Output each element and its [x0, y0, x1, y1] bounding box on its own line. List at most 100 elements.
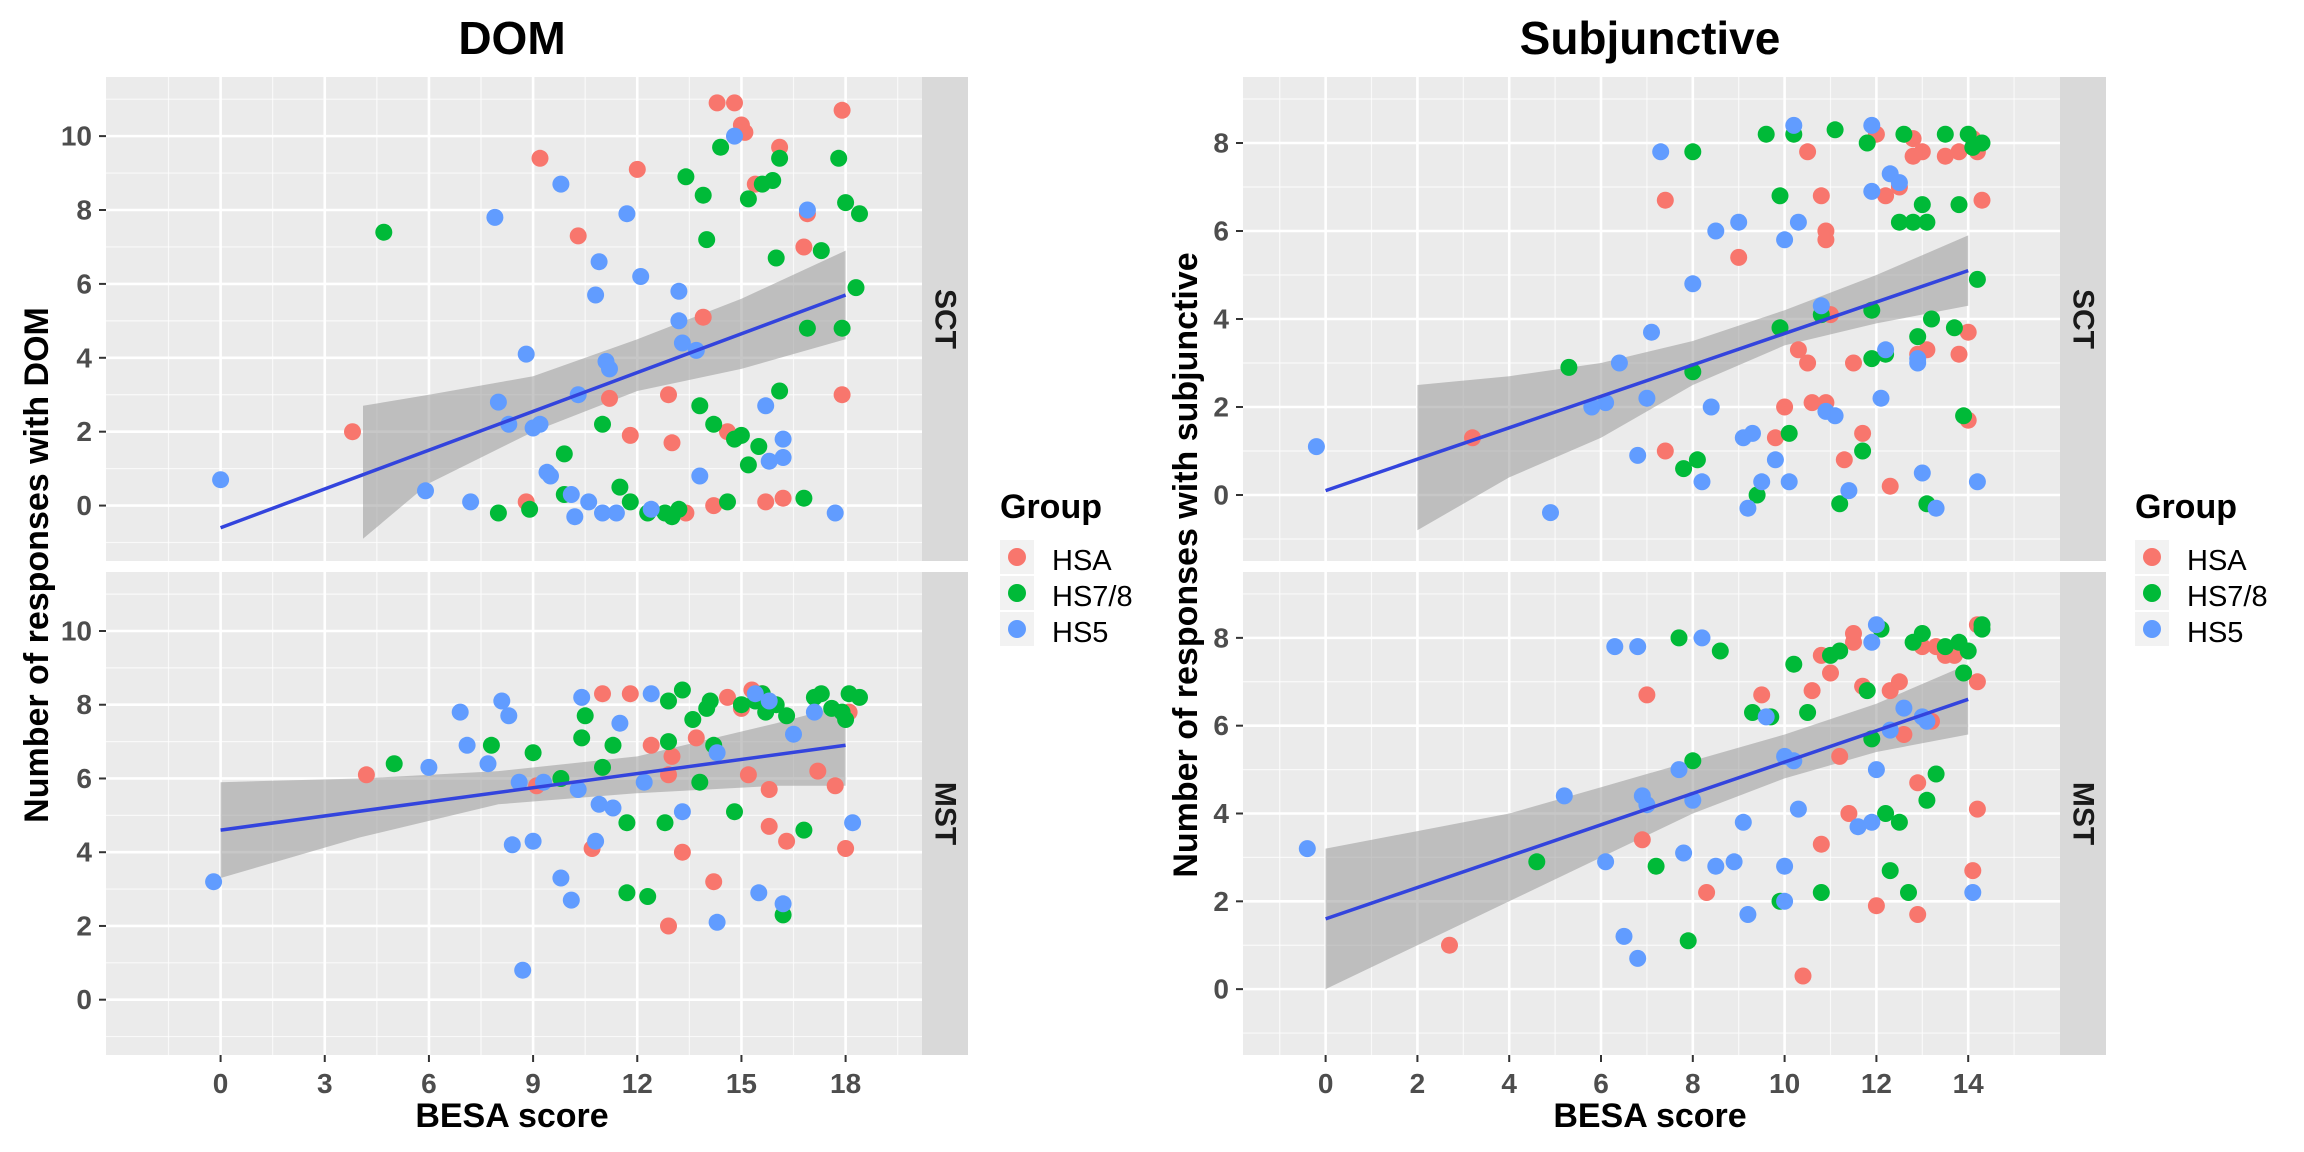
data-point: [1757, 708, 1775, 726]
legend-marker-hsa: [1008, 548, 1026, 566]
data-point: [1780, 424, 1798, 442]
facet-strip: [922, 77, 968, 561]
facet-strip-label: MST: [929, 782, 962, 845]
data-point: [1927, 499, 1945, 517]
data-point: [708, 744, 726, 762]
data-point: [1936, 125, 1954, 143]
data-point: [1776, 398, 1794, 416]
y-tick-label: 8: [76, 195, 92, 226]
data-point: [521, 500, 539, 518]
y-tick-label: 2: [1213, 886, 1229, 917]
data-point: [656, 814, 674, 832]
data-point: [771, 382, 789, 400]
y-tick-label: 6: [1213, 216, 1229, 247]
data-point: [812, 685, 830, 703]
y-tick-label: 4: [1213, 304, 1229, 335]
data-point: [1923, 310, 1940, 328]
data-point: [1918, 791, 1936, 809]
y-tick-label: 2: [1213, 392, 1229, 423]
data-point: [1890, 174, 1908, 192]
data-point: [1298, 840, 1316, 858]
data-point: [503, 836, 521, 854]
data-point: [621, 493, 639, 511]
x-axis-label-subjunctive: BESA score: [1553, 1097, 1746, 1135]
data-point: [524, 419, 542, 437]
data-point: [1959, 642, 1977, 660]
y-tick-label: 6: [76, 268, 92, 299]
chart-title-subjunctive: Subjunctive: [1520, 12, 1781, 64]
data-point: [757, 397, 775, 415]
data-point: [458, 736, 476, 754]
data-point: [670, 500, 688, 518]
data-point: [1863, 182, 1881, 200]
data-point: [708, 913, 726, 931]
data-point: [673, 334, 691, 352]
y-tick-label: 2: [76, 910, 92, 941]
data-point: [844, 814, 862, 832]
data-point: [451, 703, 469, 721]
data-point: [1881, 477, 1899, 495]
facet-sct-0: SCT 0 2 4 6 8 10: [61, 77, 968, 561]
data-point: [618, 205, 636, 223]
legend-label-hs5: HS5: [2187, 617, 2243, 649]
data-point: [1615, 927, 1633, 945]
data-point: [1895, 125, 1913, 143]
data-point: [590, 795, 608, 813]
data-point: [1904, 213, 1922, 231]
data-point: [1812, 187, 1830, 205]
data-point: [812, 242, 830, 260]
data-point: [1606, 638, 1624, 656]
facet-sct-1: SCT 0 2 4 6 8: [1213, 77, 2106, 561]
data-point: [1656, 442, 1674, 460]
data-point: [663, 747, 681, 765]
data-point: [746, 685, 764, 703]
data-point: [594, 504, 611, 522]
facet-strip-label: MST: [2067, 782, 2100, 845]
x-tick-label: 6: [1593, 1068, 1609, 1099]
data-point: [1913, 196, 1931, 214]
data-point: [524, 832, 542, 850]
data-point: [375, 223, 393, 241]
data-point: [555, 445, 573, 463]
data-point: [1675, 844, 1693, 862]
data-point: [1927, 765, 1945, 783]
data-point: [1730, 213, 1748, 231]
data-point: [594, 415, 611, 433]
x-tick-label: 2: [1410, 1068, 1426, 1099]
data-point: [774, 449, 792, 466]
data-point: [510, 773, 528, 791]
data-point: [1789, 800, 1807, 818]
data-point: [594, 685, 611, 703]
data-point: [1739, 906, 1757, 923]
series-hs5: [1298, 616, 1982, 967]
data-point: [1890, 673, 1908, 691]
data-point: [660, 692, 677, 710]
data-point: [642, 736, 660, 754]
data-point: [1597, 394, 1615, 412]
legend-marker-hs5: [2143, 620, 2161, 638]
data-point: [489, 504, 507, 522]
data-point: [1766, 429, 1784, 447]
data-point: [708, 94, 726, 112]
data-point: [833, 319, 851, 337]
data-point: [1867, 897, 1885, 915]
data-point: [1675, 460, 1693, 478]
data-point: [778, 832, 796, 850]
data-point: [569, 781, 587, 798]
data-point: [1789, 213, 1807, 231]
data-point: [809, 762, 827, 780]
data-point: [673, 803, 691, 821]
data-point: [670, 282, 688, 300]
data-point: [621, 685, 639, 703]
data-point: [851, 205, 868, 223]
data-point: [642, 685, 660, 703]
data-point: [587, 286, 605, 304]
data-point: [344, 423, 361, 441]
data-point: [750, 438, 768, 455]
data-point: [830, 149, 848, 167]
data-point: [750, 884, 768, 902]
data-point: [691, 397, 709, 415]
legend-label-hs78: HS7/8: [2187, 581, 2268, 613]
regression-line: [1325, 697, 1969, 921]
